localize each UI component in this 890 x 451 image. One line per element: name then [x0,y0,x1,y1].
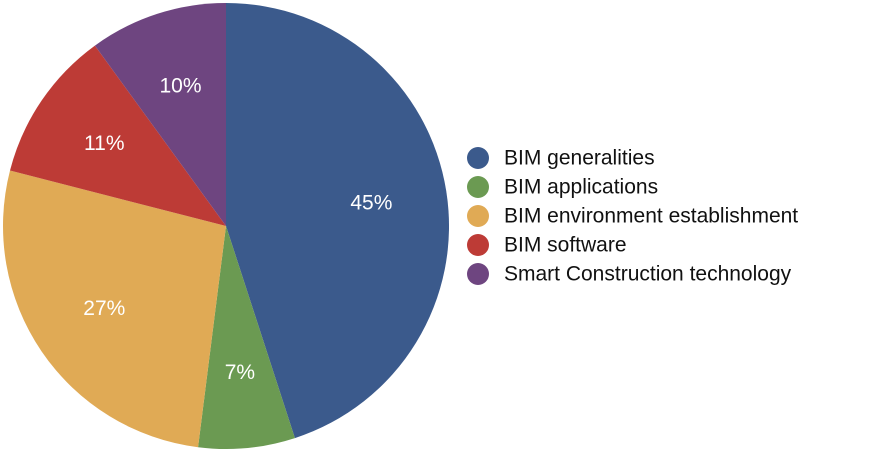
legend-marker-bim-generalities [467,147,489,169]
legend-marker-smart-construction-technology [467,263,489,285]
legend-marker-bim-applications [467,176,489,198]
pie-slice-smart-construction-technology [94,2,226,226]
legend-label-smart-construction-technology: Smart Construction technology [504,263,792,286]
data-label-bim-generalities: 45% [350,192,392,215]
legend-marker-bim-environment-establishment [467,205,489,227]
data-label-bim-environment-establishment: 27% [83,297,125,320]
data-label-bim-software: 11% [84,132,124,155]
legend: BIM generalities BIM applications BIM envi… [467,147,798,286]
pie-slice-bim-applications [198,226,295,450]
pie-data-labels: 45% 7% 27% 11% 10% [83,75,392,385]
legend-marker-bim-software [467,234,489,256]
pie-slices [3,2,450,450]
pie-slice-bim-software [10,45,227,227]
data-label-smart-construction-technology: 10% [159,75,201,98]
data-label-bim-applications: 7% [225,361,255,384]
legend-label-bim-environment-establishment: BIM environment establishment [504,205,798,228]
legend-label-bim-generalities: BIM generalities [504,147,655,170]
pie-slice-bim-generalities [226,2,450,439]
legend-label-bim-software: BIM software [504,234,627,257]
pie-slice-bim-environment-establishment [3,170,227,448]
legend-label-bim-applications: BIM applications [504,176,658,199]
